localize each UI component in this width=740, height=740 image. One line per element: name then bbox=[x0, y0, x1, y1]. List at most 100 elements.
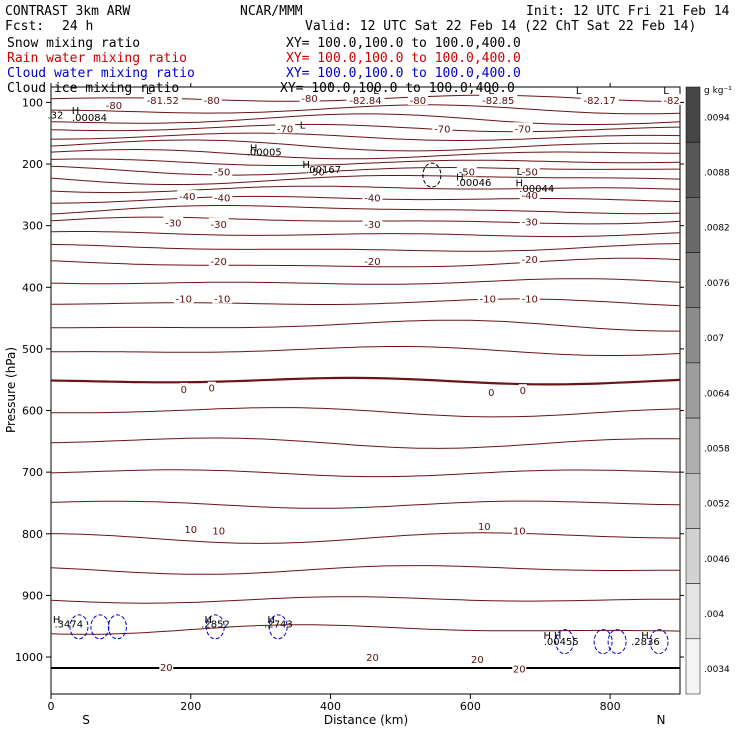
isotherm-line bbox=[50, 437, 681, 449]
isotherm-line bbox=[50, 165, 680, 176]
x-tick-label: 400 bbox=[320, 700, 341, 713]
isotherm-line bbox=[50, 532, 681, 544]
isotherm-line bbox=[50, 346, 681, 356]
extremum-value: .00005 bbox=[247, 148, 282, 159]
contour-label-bg bbox=[299, 92, 320, 104]
cloud-cell-contour bbox=[107, 614, 127, 640]
colorbar-swatch bbox=[685, 583, 701, 640]
contour-label-bg bbox=[163, 216, 184, 228]
contour-label: -30 bbox=[364, 220, 380, 231]
cloud-cell-contour bbox=[205, 614, 225, 640]
contour-label-bg bbox=[362, 217, 383, 229]
contour-label-bg bbox=[661, 93, 682, 105]
contour-label-bg bbox=[212, 292, 233, 304]
contour-label-bg bbox=[477, 292, 498, 304]
forecast-hours: 24 h bbox=[62, 19, 93, 34]
y-tick-label: 200 bbox=[22, 158, 43, 171]
field-name-cloud-water: Cloud water mixing ratio bbox=[7, 66, 195, 81]
isotherm-line bbox=[50, 243, 681, 252]
contour-label-bg bbox=[365, 651, 380, 663]
contour-label-bg bbox=[580, 93, 619, 105]
contour-label: -70 bbox=[515, 124, 531, 135]
x-tick-label: 0 bbox=[48, 700, 55, 713]
high-marker: H bbox=[250, 143, 258, 154]
contour-label-bg bbox=[211, 524, 226, 536]
low-marker: L bbox=[489, 86, 495, 97]
contour-label-bg bbox=[432, 122, 453, 134]
cloud-cell-contour bbox=[593, 629, 613, 655]
isotherm-line bbox=[51, 319, 680, 332]
contour-label: -80 bbox=[410, 96, 426, 107]
contour-label: 20 bbox=[471, 655, 484, 666]
contour-label: -80 bbox=[301, 94, 317, 105]
isotherm-line bbox=[50, 565, 680, 575]
contour-label-bg bbox=[346, 93, 385, 105]
x-axis-left-end: S bbox=[82, 713, 90, 727]
contour-label-bg bbox=[470, 652, 485, 664]
colorbar-swatch bbox=[685, 417, 701, 474]
isotherm-line bbox=[50, 298, 681, 307]
contour-label: -40 bbox=[179, 192, 195, 203]
isotherm-line bbox=[50, 407, 681, 418]
y-tick-label: 700 bbox=[22, 466, 43, 479]
run-title: CONTRAST 3km ARW bbox=[5, 4, 130, 19]
extremum-value: .2852 bbox=[201, 620, 230, 631]
low-marker: L bbox=[663, 86, 669, 97]
init-time: Init: 12 UTC Fri 21 Feb 14 bbox=[526, 4, 730, 19]
contour-label-bg bbox=[208, 254, 229, 266]
extremum-value: .32 bbox=[48, 111, 64, 122]
isotherm-line bbox=[50, 278, 681, 285]
cloud-cell-contour bbox=[268, 614, 288, 640]
cloud-cell-contour bbox=[422, 162, 442, 188]
contour-label: 10 bbox=[478, 522, 491, 533]
cloud-cells bbox=[69, 162, 669, 655]
contour-label: -40 bbox=[522, 191, 538, 202]
field-xy-cloud-water: XY= 100.0,100.0 to 100.0,400.0 bbox=[286, 66, 521, 81]
contour-label: -40 bbox=[364, 193, 380, 204]
x-tick-label: 800 bbox=[600, 700, 621, 713]
isotherm-line bbox=[50, 205, 681, 215]
x-axis: 0 200 400 600 800 bbox=[48, 83, 621, 713]
colorbar-swatch bbox=[685, 252, 701, 308]
isotherm-line bbox=[50, 113, 681, 125]
isotherm-line bbox=[50, 624, 681, 635]
contour-label: -81.52 bbox=[147, 96, 179, 107]
plot-frame bbox=[50, 86, 681, 695]
isotherm-line bbox=[50, 596, 680, 604]
contour-label: -82.84 bbox=[349, 96, 381, 107]
colorbar-tick-label: .0046 bbox=[704, 555, 730, 565]
contour-label-bg bbox=[183, 522, 198, 534]
colorbar-swatch bbox=[685, 307, 701, 364]
contour-label: -50 bbox=[522, 167, 538, 178]
contour-label: -20 bbox=[522, 255, 538, 266]
contour-label: 20 bbox=[513, 665, 526, 676]
high-marker: H bbox=[53, 615, 61, 626]
colorbar-tick-label: .0064 bbox=[704, 389, 730, 399]
colorbar-tick-label: .004 bbox=[704, 610, 724, 620]
contour-label-bg bbox=[201, 93, 222, 105]
isotherm-line bbox=[50, 104, 681, 115]
contour-label: -82.85 bbox=[482, 96, 514, 107]
contour-label: 0 bbox=[209, 384, 215, 395]
contour-label: -10 bbox=[522, 294, 538, 305]
contour-label: 20 bbox=[366, 653, 379, 664]
extremum-value: .00044 bbox=[519, 184, 554, 195]
contour-label-bg bbox=[177, 190, 198, 202]
contour-label-bg bbox=[306, 165, 327, 177]
isotherm-line bbox=[50, 185, 681, 194]
contour-label: -80 bbox=[204, 96, 220, 107]
isotherm-line bbox=[50, 158, 681, 166]
isotherm-contours bbox=[50, 94, 681, 635]
contour-label-bg bbox=[159, 660, 174, 672]
y-tick-label: 500 bbox=[22, 343, 43, 356]
isotherm-line bbox=[50, 175, 681, 185]
colorbar-swatch bbox=[685, 528, 701, 584]
contour-label: -82.17 bbox=[584, 96, 616, 107]
y-tick-label: 1000 bbox=[15, 651, 43, 664]
field-xy-snow: XY= 100.0,100.0 to 100.0,400.0 bbox=[286, 36, 521, 51]
center-label: NCAR/MMM bbox=[240, 4, 303, 19]
cloud-cell-contour bbox=[607, 629, 627, 655]
low-marker: L bbox=[146, 86, 152, 97]
colorbar-units: g kg⁻¹ bbox=[704, 86, 732, 96]
